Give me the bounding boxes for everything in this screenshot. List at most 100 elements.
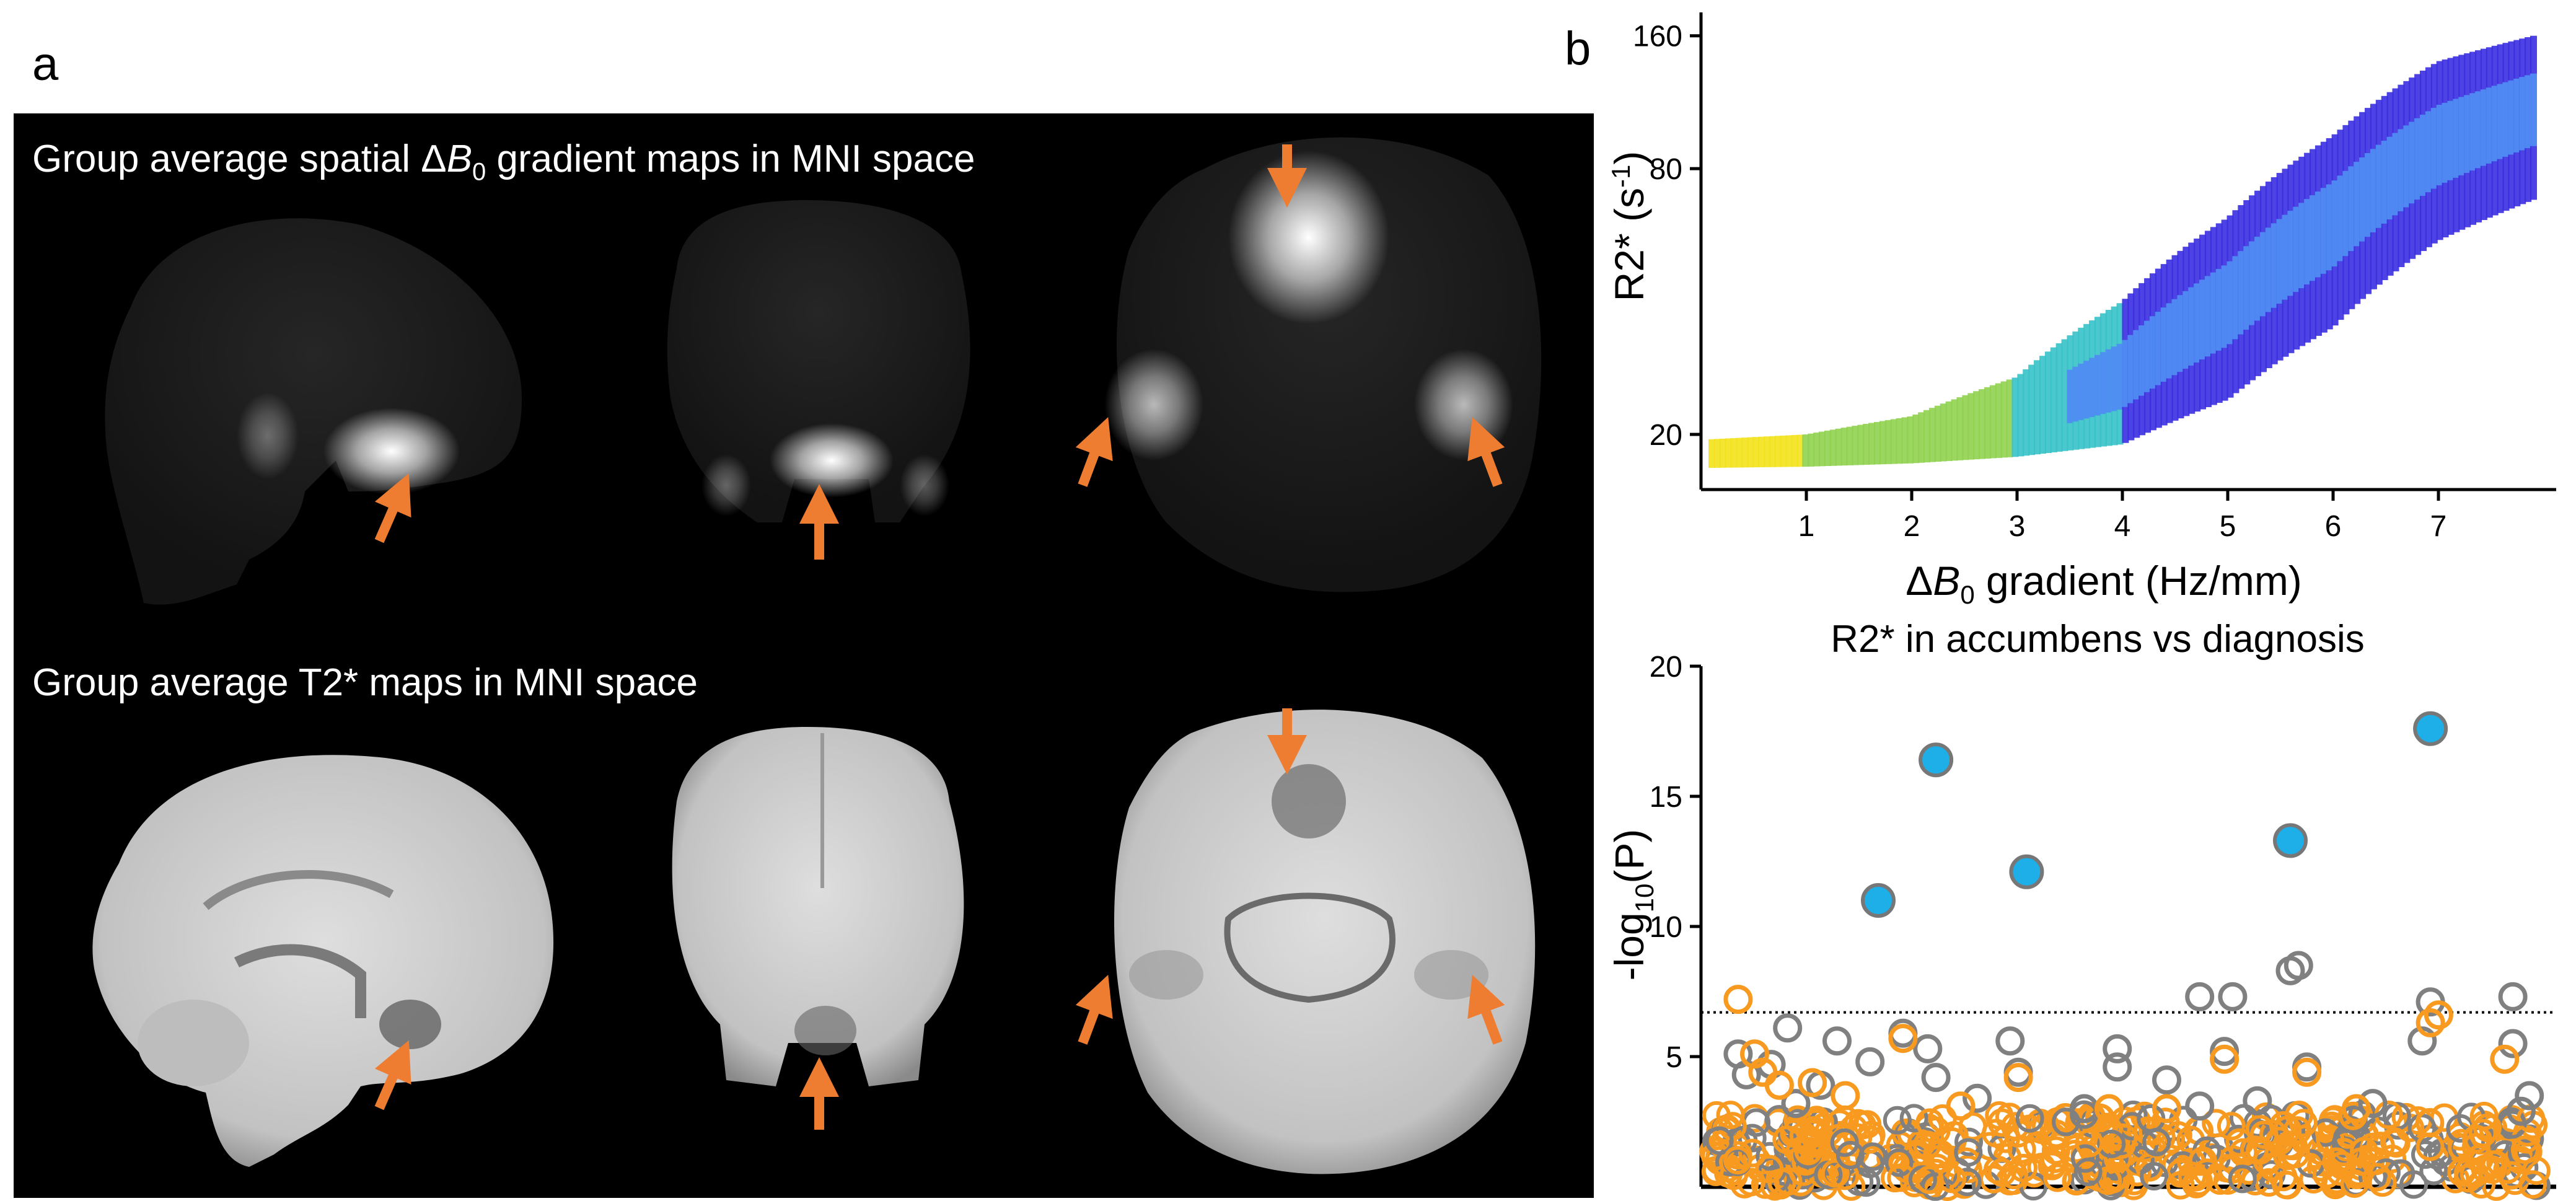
density-core <box>2171 299 2179 376</box>
density-core <box>2298 203 2306 289</box>
density-column <box>2061 339 2068 451</box>
density-core <box>2259 232 2267 317</box>
data-point <box>2210 1037 2240 1067</box>
density-column <box>1796 434 1804 467</box>
baseline-point <box>1716 1101 1745 1130</box>
data-point <box>2515 1081 2544 1111</box>
baseline-point <box>2062 1134 2091 1163</box>
density-column <box>1780 435 1787 467</box>
caption-b0-maps: Group average spatial ΔB0 gradient maps … <box>32 138 975 186</box>
panel-a-image-grid: Group average spatial ΔB0 gradient maps … <box>14 113 1594 1198</box>
density-core <box>2204 276 2212 357</box>
data-point <box>1781 1089 1811 1119</box>
baseline-point <box>2380 1127 2409 1156</box>
density-core <box>2199 279 2207 360</box>
density-column <box>1747 437 1754 468</box>
data-point <box>1798 1068 1827 1098</box>
y-tick-label: 20 <box>1650 419 1682 452</box>
b0-sagittal-map <box>105 218 522 605</box>
density-core <box>2348 166 2355 252</box>
density-column <box>2039 356 2046 454</box>
density-column <box>1752 437 1760 468</box>
density-column <box>1840 428 1848 466</box>
density-column <box>1808 433 1815 467</box>
density-core <box>2116 343 2124 410</box>
x-axis-label: ΔB0 gradient (Hz/mm) <box>1906 558 2302 607</box>
baseline-point <box>2071 1144 2100 1173</box>
density-column <box>1979 389 1986 459</box>
baseline-point <box>2015 1104 2044 1133</box>
density-column <box>1923 410 1931 463</box>
density-column <box>1940 403 1947 462</box>
arrow-icon <box>1467 417 1505 487</box>
density-column <box>1846 426 1853 465</box>
density-core <box>2276 219 2284 304</box>
density-core <box>2215 268 2223 351</box>
density-core <box>2265 227 2272 312</box>
baseline-point <box>1915 1165 1944 1194</box>
annotation-arrows <box>374 144 1505 1130</box>
baseline-point <box>2423 1141 2452 1170</box>
density-core <box>2127 335 2135 403</box>
density-core <box>2078 363 2085 420</box>
baseline-point <box>1738 1138 1767 1168</box>
data-point <box>2103 1052 2132 1082</box>
data-point <box>1995 1026 2025 1056</box>
density-column <box>1868 423 1876 465</box>
density-column <box>1769 436 1776 467</box>
significant-point <box>2009 854 2044 889</box>
density-core <box>2221 265 2228 348</box>
data-point <box>2243 1086 2272 1115</box>
significant-point <box>1919 742 1954 778</box>
density-core <box>2099 352 2107 415</box>
baseline-point <box>1723 1146 1752 1175</box>
arrow-icon <box>1075 417 1113 487</box>
significant-point <box>2413 711 2448 746</box>
density-core <box>2310 195 2317 281</box>
density-column <box>2011 377 2019 457</box>
data-point <box>1764 1070 1794 1100</box>
data-point <box>1831 1081 1860 1111</box>
density-core <box>2508 80 2515 155</box>
density-core <box>2370 149 2377 232</box>
density-column <box>1818 431 1826 467</box>
y-tick-label: 20 <box>1650 651 1682 684</box>
significant-point <box>1861 883 1896 918</box>
data-point <box>2490 1044 2520 1074</box>
data-point <box>2498 982 2528 1011</box>
density-core <box>2194 283 2201 363</box>
x-tick-label: 7 <box>2430 510 2447 543</box>
baseline-point <box>1887 1163 1916 1192</box>
density-core <box>2094 354 2101 416</box>
density-core <box>2177 295 2184 372</box>
density-core <box>2386 136 2394 220</box>
density-core <box>2227 261 2234 345</box>
density-column <box>1873 421 1881 465</box>
data-point <box>1855 1047 1885 1076</box>
density-column <box>1901 417 1909 464</box>
baseline-point <box>2518 1170 2547 1199</box>
density-column <box>1973 391 1980 460</box>
chart-title: R2* in accumbens vs diagnosis <box>1831 618 2365 661</box>
density-column <box>1730 438 1738 468</box>
x-tick-label: 6 <box>2325 510 2342 543</box>
baseline-point <box>2043 1163 2072 1192</box>
density-column <box>1713 439 1721 468</box>
density-column <box>1741 438 1749 468</box>
baseline-point <box>1982 1119 2011 1148</box>
axes: 1 2 3 4 5 6 7 20 80 160 <box>1633 12 2556 543</box>
baseline-point <box>2415 1108 2444 1137</box>
density-column <box>1995 383 2002 458</box>
baseline-point <box>2289 1109 2318 1138</box>
density-column <box>1918 412 1925 463</box>
baseline-point <box>2097 1129 2126 1158</box>
density-column <box>1951 399 1958 461</box>
y-axis-label: -log10(P) <box>1606 829 1659 981</box>
density-core <box>2530 73 2537 146</box>
density-column <box>2050 347 2057 452</box>
data-point <box>2424 1000 2453 1030</box>
arrow-icon <box>374 473 411 543</box>
baseline-point <box>1899 1104 1928 1133</box>
baseline-point <box>2322 1147 2351 1176</box>
density-core <box>2238 251 2245 335</box>
